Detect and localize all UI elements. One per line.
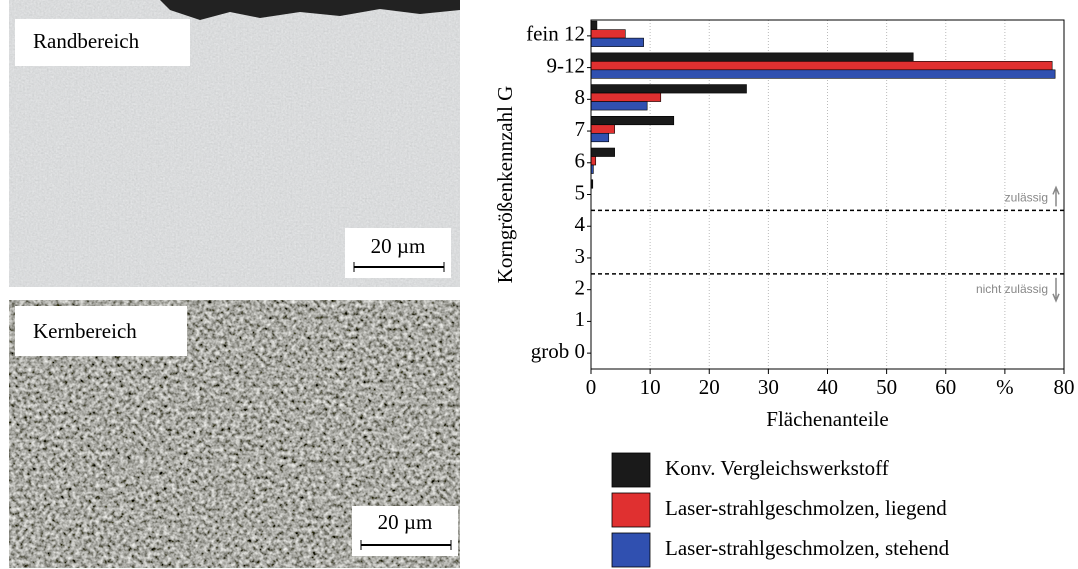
bar xyxy=(590,84,747,94)
bar xyxy=(590,101,648,111)
y-tick-label: fein 12 xyxy=(526,22,585,46)
legend-label: Laser-strahlgeschmolzen, liegend xyxy=(665,496,947,520)
chart: 0 10 20 30 40 50 60% 80 fein 12 9-12 8 7 6 5 4 3 2 1 grob … xyxy=(493,19,1075,568)
bar xyxy=(590,37,644,47)
scale-bar-label: 20 µm xyxy=(378,510,433,534)
legend-swatch xyxy=(611,452,651,488)
bar xyxy=(590,115,675,126)
x-tick-label: 30 xyxy=(758,375,779,399)
legend-swatch xyxy=(611,492,651,528)
x-tick-label: 50 xyxy=(876,375,897,399)
arrow xyxy=(1052,185,1060,207)
legend-label: Laser-strahlgeschmolzen, stehend xyxy=(665,536,950,560)
y-tick-label: 5 xyxy=(575,180,586,204)
legend-label: Konv. Vergleichswerkstoff xyxy=(665,456,889,480)
bar xyxy=(590,29,626,39)
bar xyxy=(590,156,597,166)
y-axis-label: Korngrößenkennzahl G xyxy=(493,86,517,284)
x-tick-label: 80 xyxy=(1054,375,1075,399)
x-tick-label: 0 xyxy=(586,375,597,399)
bar xyxy=(590,69,1056,79)
y-tick-label: 3 xyxy=(575,244,586,268)
bar xyxy=(590,147,615,157)
x-tick-label: 10 xyxy=(640,375,661,399)
micrograph-label: Kernbereich xyxy=(33,319,137,343)
annotation: nicht zulässig xyxy=(976,282,1048,296)
legend-swatch xyxy=(611,532,651,568)
y-tick-label: 2 xyxy=(575,275,586,299)
micrograph-bottom: Kernbereich 20 µm xyxy=(9,300,460,568)
plot-frame xyxy=(590,19,1065,370)
bar xyxy=(590,132,610,143)
micrograph-top: Randbereich 20 µm xyxy=(9,0,460,287)
scale-bar-label: 20 µm xyxy=(371,234,426,258)
x-tick-label: 40 xyxy=(817,375,838,399)
bar xyxy=(590,61,1053,71)
y-tick-label: 6 xyxy=(575,149,586,173)
x-tick-label: % xyxy=(996,375,1014,399)
arrow xyxy=(1052,277,1060,303)
y-tick-label: 1 xyxy=(575,307,586,331)
y-tick-label: grob 0 xyxy=(531,339,585,363)
x-tick-label: 20 xyxy=(699,375,720,399)
y-tick-label: 9-12 xyxy=(547,53,586,77)
x-tick-label: 60 xyxy=(935,375,956,399)
bar xyxy=(590,124,615,134)
bar xyxy=(590,20,598,30)
bar xyxy=(590,52,914,62)
annotation: zulässig xyxy=(1005,191,1048,205)
y-tick-label: 7 xyxy=(575,117,586,141)
bar xyxy=(590,92,662,102)
x-axis-label: Flächenanteile xyxy=(766,407,888,431)
y-tick-label: 4 xyxy=(575,212,586,236)
micrograph-label: Randbereich xyxy=(33,29,140,53)
y-tick-label: 8 xyxy=(575,85,586,109)
